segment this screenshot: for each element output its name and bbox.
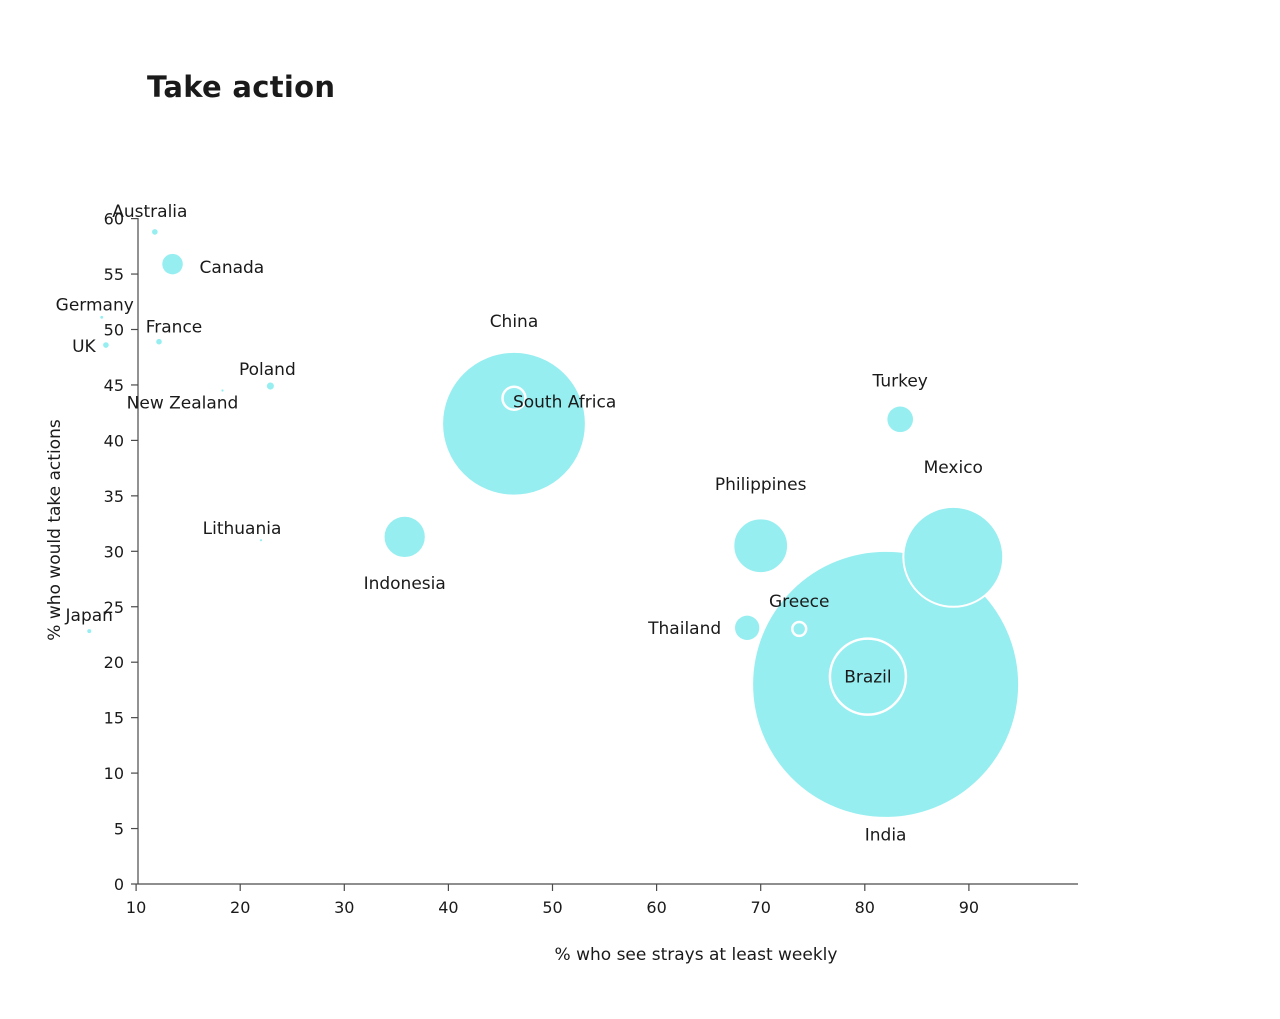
y-tick-label: 5 (114, 820, 124, 839)
label-china: China (490, 312, 539, 332)
bubble-turkey[interactable] (887, 406, 913, 433)
y-tick-label: 0 (114, 875, 124, 894)
label-indonesia: Indonesia (364, 574, 446, 594)
label-germany: Germany (56, 295, 134, 315)
bubble-new-zealand[interactable] (221, 389, 224, 392)
label-greece: Greece (769, 592, 830, 612)
label-turkey: Turkey (872, 371, 928, 391)
chart-title: Take action (147, 70, 336, 104)
y-tick-label: 30 (104, 542, 124, 561)
label-new-zealand: New Zealand (127, 393, 239, 413)
label-brazil: Brazil (844, 668, 891, 688)
x-tick-label: 20 (230, 898, 250, 917)
label-japan: Japan (65, 606, 113, 626)
bubble-germany[interactable] (100, 315, 104, 319)
y-axis-title: % who would take actions (45, 419, 65, 641)
x-tick-label: 80 (855, 898, 875, 917)
bubble-australia[interactable] (152, 229, 158, 235)
label-poland: Poland (239, 360, 296, 380)
x-tick-label: 90 (959, 898, 979, 917)
bubble-uk[interactable] (103, 342, 109, 348)
y-tick-label: 15 (104, 709, 124, 728)
bubble-mexico[interactable] (902, 505, 1005, 608)
bubble-japan[interactable] (87, 629, 92, 634)
y-tick-label: 20 (104, 653, 124, 672)
y-tick-label: 40 (104, 431, 124, 450)
x-tick-label: 50 (542, 898, 562, 917)
y-tick-label: 50 (104, 321, 124, 340)
label-india: India (865, 825, 907, 845)
label-france: France (146, 318, 203, 338)
y-tick-label: 45 (104, 376, 124, 395)
label-mexico: Mexico (924, 458, 983, 478)
bubble-thailand[interactable] (735, 615, 760, 640)
bubble-france[interactable] (156, 338, 162, 345)
bubble-philippines[interactable] (732, 517, 790, 575)
bubble-poland[interactable] (266, 382, 274, 390)
bubble-canada[interactable] (162, 253, 183, 275)
label-thailand: Thailand (647, 619, 721, 639)
x-axis-title: % who see strays at least weekly (555, 945, 838, 965)
y-tick-label: 55 (104, 265, 124, 284)
label-lithuania: Lithuania (203, 519, 282, 539)
bubble-brazil[interactable] (828, 637, 908, 716)
label-canada: Canada (200, 258, 265, 278)
x-tick-label: 10 (126, 898, 146, 917)
bubble-indonesia[interactable] (382, 514, 427, 559)
y-tick-label: 60 (104, 210, 124, 229)
x-tick-label: 70 (751, 898, 771, 917)
bubble-lithuania[interactable] (259, 539, 263, 542)
bubble-greece[interactable] (791, 620, 808, 638)
bubble-south-africa[interactable] (501, 385, 527, 411)
x-tick-label: 60 (646, 898, 666, 917)
y-tick-label: 10 (104, 764, 124, 783)
label-philippines: Philippines (715, 475, 807, 495)
bubble-china[interactable] (441, 350, 587, 497)
y-tick-label: 25 (104, 598, 124, 617)
label-australia: Australia (112, 202, 187, 222)
x-tick-label: 40 (438, 898, 458, 917)
x-tick-label: 30 (334, 898, 354, 917)
y-tick-label: 35 (104, 487, 124, 506)
label-south-africa: South Africa (513, 392, 616, 412)
label-uk: UK (72, 337, 96, 357)
